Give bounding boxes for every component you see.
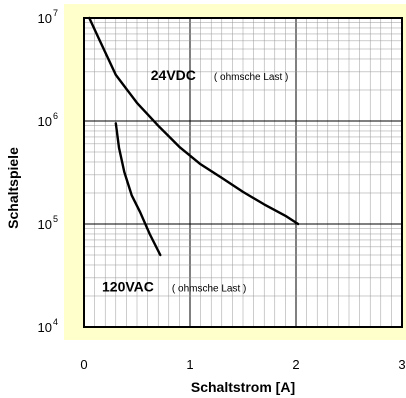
y-tick-label: 10 bbox=[38, 320, 52, 335]
annotation-note: ( ohmsche Last ) bbox=[172, 284, 246, 295]
grid bbox=[84, 18, 402, 327]
x-tick-label: 1 bbox=[186, 357, 193, 372]
y-tick-exponent: 5 bbox=[53, 214, 58, 224]
x-tick-label: 3 bbox=[398, 357, 405, 372]
y-tick-label: 10 bbox=[38, 217, 52, 232]
annotation-note: ( ohmsche Last ) bbox=[214, 72, 288, 83]
y-tick-label: 10 bbox=[38, 114, 52, 129]
y-tick-exponent: 6 bbox=[53, 111, 58, 121]
x-tick-label: 0 bbox=[80, 357, 87, 372]
plot-group bbox=[83, 16, 403, 328]
annotation-label: 24VDC bbox=[151, 67, 196, 83]
series-line-24vdc bbox=[88, 16, 300, 226]
series-line-120vac bbox=[114, 122, 162, 257]
x-tick-labels: 0 1 2 3 bbox=[80, 357, 405, 372]
annotations: 24VDC ( ohmsche Last ) 120VAC ( ohmsche Las… bbox=[102, 67, 288, 295]
y-tick-exponent: 7 bbox=[53, 8, 58, 18]
y-tick-exponent: 4 bbox=[53, 317, 58, 327]
x-tick-label: 2 bbox=[292, 357, 299, 372]
plot-frame bbox=[83, 17, 403, 328]
x-axis-title: Schaltstrom [A] bbox=[191, 379, 295, 395]
y-tick-label: 10 bbox=[38, 11, 52, 26]
annotation-label: 120VAC bbox=[102, 279, 154, 295]
series-layer bbox=[88, 16, 300, 257]
y-axis-title: Schaltspiele bbox=[5, 147, 21, 229]
